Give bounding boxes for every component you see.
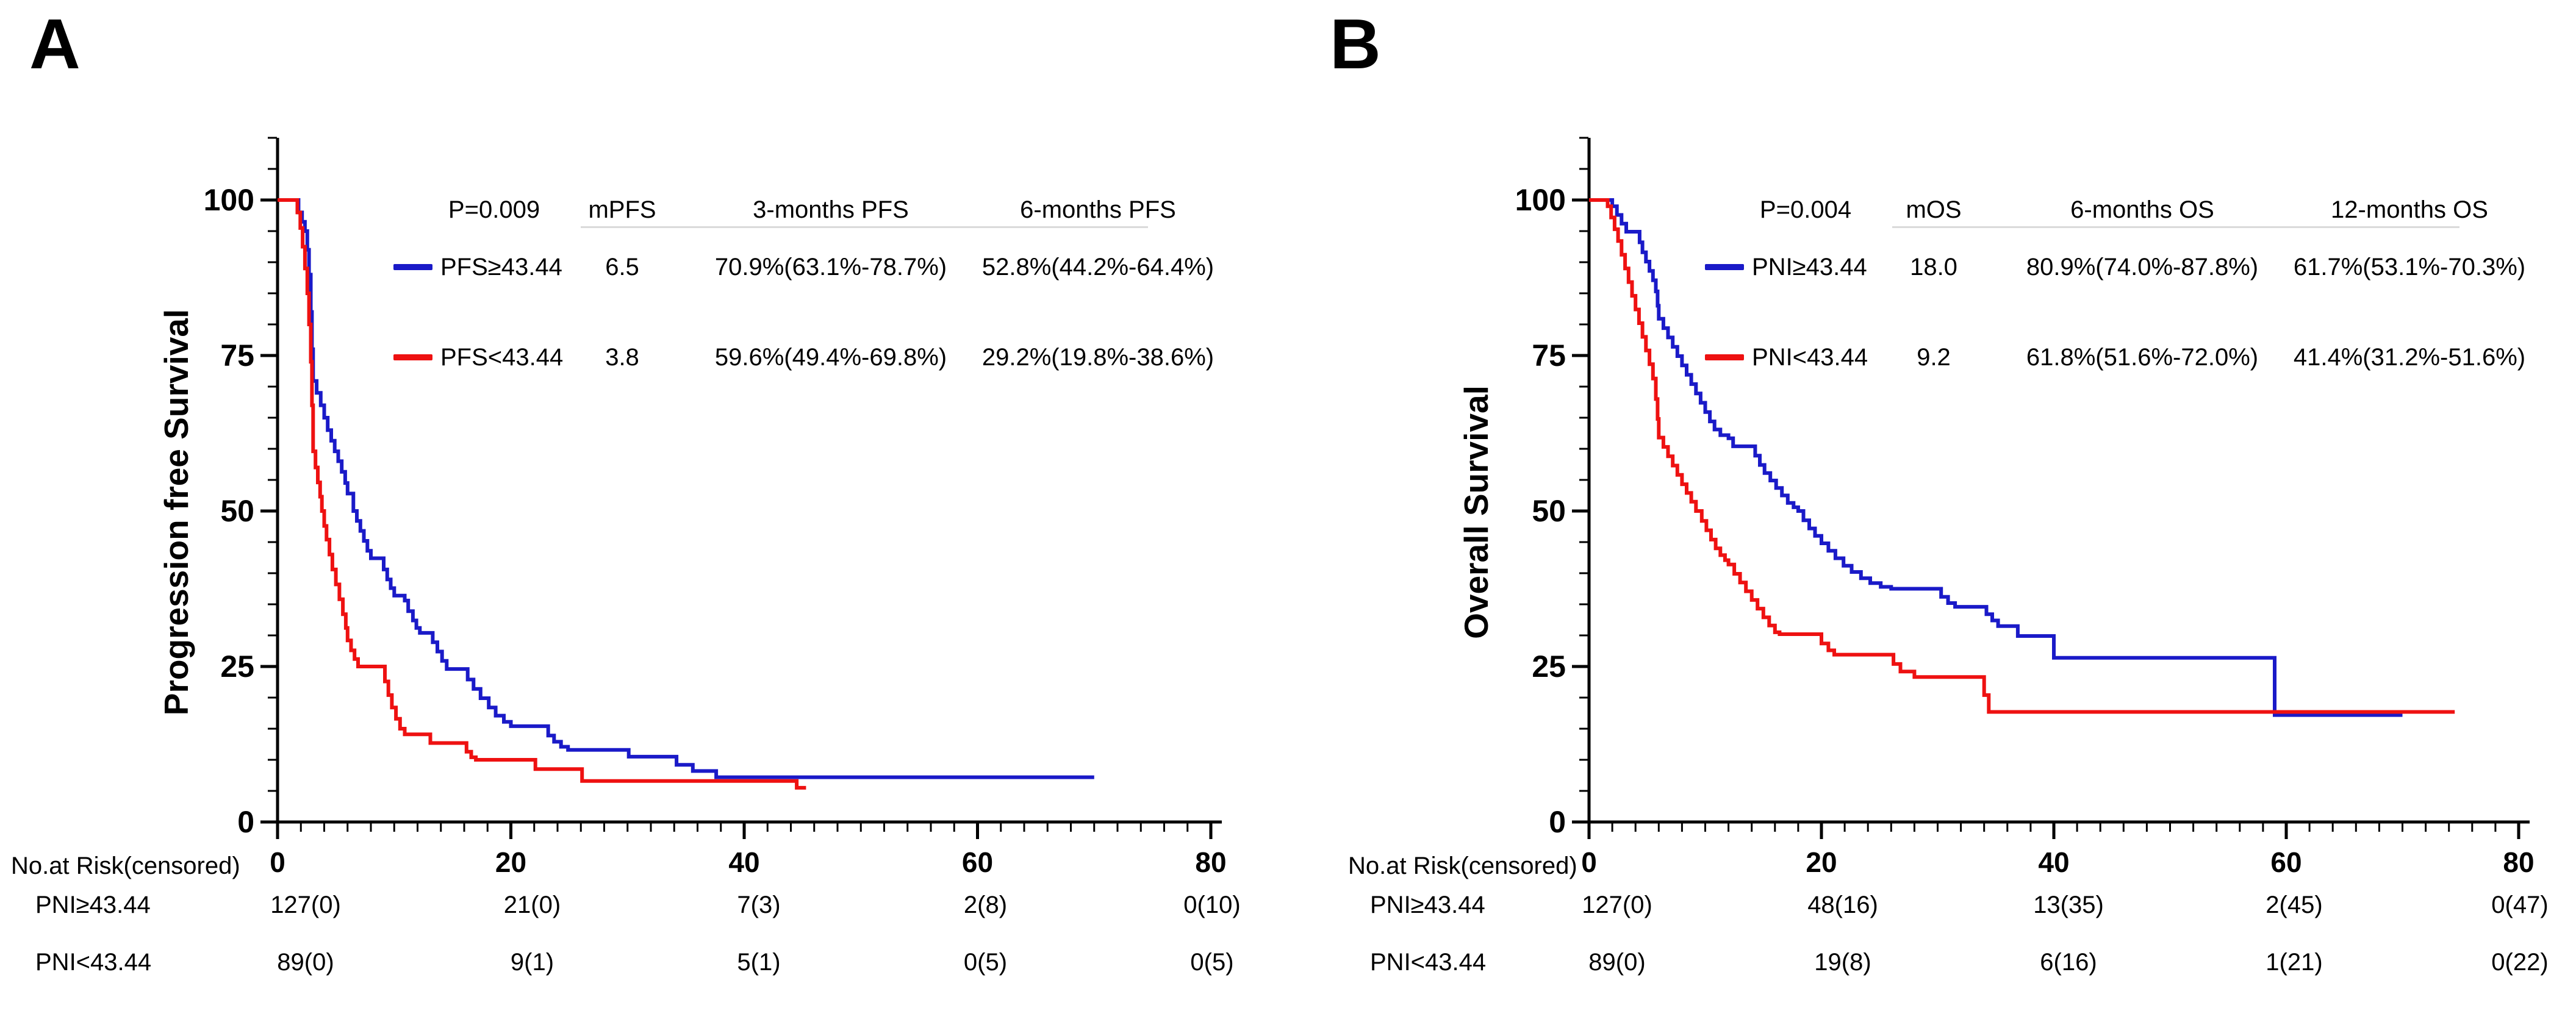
os-km-plot: 0 20 40 60 80 0 25 50 75 100: [1515, 137, 2535, 878]
x-tick-label: 0: [1581, 846, 1597, 878]
y-tick-label: 100: [204, 183, 254, 217]
risk-value: 6(16): [2040, 949, 2097, 976]
y-tick-label: 50: [220, 494, 254, 528]
y-tick-label: 75: [1532, 338, 1566, 373]
risk-value: 9(1): [510, 949, 554, 976]
panel-label-a: A: [29, 4, 81, 84]
risk-value: 5(1): [737, 949, 781, 976]
risk-value: 127(0): [1582, 892, 1652, 918]
y-axis-title-pfs: Progression free Survival: [157, 309, 195, 716]
x-tick-label: 80: [1195, 846, 1226, 878]
y-tick-label: 0: [237, 805, 254, 839]
risk-value: 0(10): [1183, 892, 1241, 918]
risk-value: 89(0): [1588, 949, 1646, 976]
risk-value: 48(16): [1807, 892, 1878, 918]
panel-a: 0 20 40 60 80 0 25 50 75 100 A Progression free S…: [11, 4, 1241, 976]
panel-b: 0 20 40 60 80 0 25 50 75 100 B Overall Survival P…: [1311, 0, 2576, 1022]
risk-row-label: PNI≥43.44: [35, 892, 151, 918]
y-tick-label: 50: [1532, 494, 1566, 528]
risk-value: 19(8): [1814, 949, 1871, 976]
y-tick-label: 25: [220, 649, 254, 684]
risk-value: 0(22): [2491, 949, 2549, 976]
risk-value: 21(0): [503, 892, 561, 918]
y-tick-label: 100: [1515, 183, 1566, 217]
risk-value: 0(5): [1190, 949, 1234, 976]
km-curve-low-group: [1589, 198, 2455, 714]
y-tick-label: 25: [1532, 649, 1566, 684]
risk-value: 0(5): [963, 949, 1008, 976]
risk-value: 1(21): [2266, 949, 2323, 976]
x-tick-label: 60: [2270, 846, 2302, 878]
panel-label-b: B: [1330, 4, 1381, 84]
risk-table-title: No.at Risk(censored): [11, 852, 240, 879]
x-tick-label: 80: [2503, 846, 2534, 878]
risk-row-label: PNI<43.44: [35, 949, 152, 976]
risk-value: 0(47): [2491, 892, 2549, 918]
risk-table-title: No.at Risk(censored): [1348, 852, 1577, 879]
x-tick-label: 0: [270, 846, 285, 878]
risk-value: 13(35): [2033, 892, 2104, 918]
y-axis-title-os: Overall Survival: [1457, 385, 1495, 639]
km-curve-high-group: [278, 198, 1094, 779]
y-tick-label: 0: [1549, 805, 1566, 839]
x-tick-label: 60: [962, 846, 993, 878]
y-tick-label: 75: [220, 338, 254, 373]
risk-value: 127(0): [270, 892, 341, 918]
risk-value: 89(0): [277, 949, 334, 976]
x-tick-label: 40: [2038, 846, 2069, 878]
x-tick-label: 20: [1806, 846, 1837, 878]
risk-value: 2(45): [2266, 892, 2323, 918]
pfs-km-plot: 0 20 40 60 80 0 25 50 75 100: [204, 137, 1227, 878]
x-tick-label: 20: [495, 846, 526, 878]
risk-row-label: PNI≥43.44: [1370, 892, 1485, 918]
risk-value: 7(3): [737, 892, 781, 918]
km-curve-low-group: [278, 198, 806, 790]
risk-row-label: PNI<43.44: [1370, 949, 1487, 976]
risk-value: 2(8): [963, 892, 1008, 918]
x-tick-label: 40: [728, 846, 759, 878]
km-curve-high-group: [1589, 198, 2403, 717]
